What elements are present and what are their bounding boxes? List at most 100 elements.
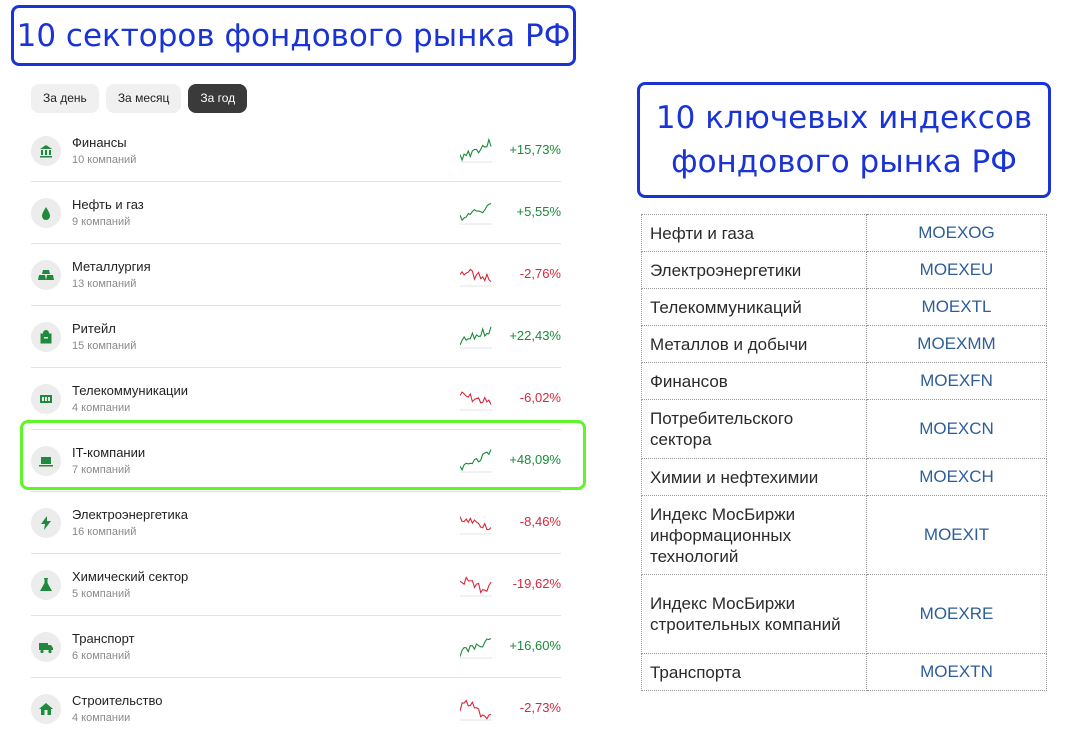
sector-change-percent: -6,02%: [519, 390, 561, 405]
sector-company-count: 10 компаний: [72, 153, 137, 166]
sector-company-count: 7 компаний: [72, 463, 131, 476]
shopping-bag-icon: [40, 329, 52, 343]
sector-icon-wrap: [31, 321, 61, 352]
index-ticker: MOEXOG: [866, 214, 1047, 252]
index-ticker: MOEXFN: [866, 362, 1047, 400]
sector-icon-wrap: [31, 693, 61, 724]
index-row: Телекоммуникаций MOEXTL: [641, 288, 1047, 326]
sector-company-count: 16 компаний: [72, 525, 137, 538]
index-name: Электроэнергетики: [641, 251, 867, 289]
lightning-icon: [41, 515, 51, 530]
index-name: Металлов и добычи: [641, 325, 867, 363]
sector-name: Химический сектор: [72, 568, 189, 584]
indices-title: 10 ключевых индексов фондового рынка РФ: [637, 82, 1051, 198]
sector-row[interactable]: Ритейл 15 компаний +22,43%: [31, 306, 561, 368]
index-row: Нефти и газа MOEXOG: [641, 214, 1047, 252]
sector-icon-wrap: [31, 507, 61, 538]
sector-change-percent: +15,73%: [509, 142, 561, 157]
sector-change-percent: -2,76%: [519, 266, 561, 281]
sector-icon-wrap: [31, 445, 61, 476]
sector-name: Металлургия: [72, 258, 151, 274]
sectors-title: 10 секторов фондового рынка РФ: [11, 5, 576, 66]
sector-row[interactable]: Химический сектор 5 компаний -19,62%: [31, 554, 561, 616]
index-ticker: MOEXMM: [866, 325, 1047, 363]
sector-name: Нефть и газ: [72, 196, 144, 212]
indices-table: Нефти и газа MOEXOG Электроэнергетики MOEXE…: [641, 214, 1047, 691]
index-row: Металлов и добычи MOEXMM: [641, 325, 1047, 363]
sector-change-percent: +5,55%: [516, 204, 561, 219]
index-row: Потребительского сектора MOEXCN: [641, 399, 1047, 459]
sector-change-percent: +22,43%: [509, 328, 561, 343]
sector-name: Транспорт: [72, 630, 135, 646]
sector-row[interactable]: Транспорт 6 компаний +16,60%: [31, 616, 561, 678]
house-icon: [39, 702, 53, 715]
sector-row[interactable]: Металлургия 13 компаний -2,76%: [31, 244, 561, 306]
sector-name: Строительство: [72, 692, 163, 708]
bank-icon: [40, 144, 52, 157]
tab-month[interactable]: За месяц: [105, 84, 182, 113]
index-row: Индекс МосБиржи строительных компаний MOE…: [641, 574, 1047, 654]
index-ticker: MOEXEU: [866, 251, 1047, 289]
sparkline-chart: [460, 391, 492, 411]
sector-change-percent: +16,60%: [509, 638, 561, 653]
sector-company-count: 4 компании: [72, 401, 131, 414]
sector-company-count: 5 компаний: [72, 587, 131, 600]
sector-icon-wrap: [31, 135, 61, 166]
index-name: Индекс МосБиржи информационных технологи…: [641, 495, 867, 575]
sparkline-chart: [460, 137, 492, 163]
sector-row[interactable]: Электроэнергетика 16 компаний -8,46%: [31, 492, 561, 554]
sector-change-percent: -2,73%: [519, 700, 561, 715]
index-name: Телекоммуникаций: [641, 288, 867, 326]
flask-icon: [40, 577, 52, 591]
index-name: Транспорта: [641, 653, 867, 691]
index-ticker: MOEXIT: [866, 495, 1047, 575]
sector-company-count: 9 компаний: [72, 215, 131, 228]
sparkline-chart: [460, 268, 492, 287]
sparkline-chart: [460, 576, 492, 597]
index-ticker: MOEXCH: [866, 458, 1047, 496]
index-name: Нефти и газа: [641, 214, 867, 252]
sector-list: Финансы 10 компаний +15,73% Нефть и газ 9 ко…: [31, 120, 561, 739]
sparkline-chart: [460, 203, 492, 225]
sector-row[interactable]: Финансы 10 компаний +15,73%: [31, 120, 561, 182]
sector-row[interactable]: Нефть и газ 9 компаний +5,55%: [31, 182, 561, 244]
sparkline-chart: [460, 449, 492, 473]
sector-name: Финансы: [72, 134, 127, 150]
sector-icon-wrap: [31, 383, 61, 414]
index-name: Финансов: [641, 362, 867, 400]
sector-change-percent: -8,46%: [519, 514, 561, 529]
sim-card-icon: [40, 394, 52, 403]
sector-icon-wrap: [31, 569, 61, 600]
index-name: Индекс МосБиржи строительных компаний: [641, 574, 867, 654]
index-ticker: MOEXTN: [866, 653, 1047, 691]
index-row: Химии и нефтехимии MOEXCH: [641, 458, 1047, 496]
sector-name: Электроэнергетика: [72, 506, 188, 522]
sector-name: Ритейл: [72, 320, 116, 336]
sector-company-count: 13 компаний: [72, 277, 137, 290]
sparkline-chart: [460, 516, 492, 535]
period-tabs: За день За месяц За год: [31, 84, 248, 113]
laptop-icon: [39, 456, 53, 466]
index-row: Индекс МосБиржи информационных технологи…: [641, 495, 1047, 575]
sparkline-chart: [460, 326, 492, 349]
index-name: Потребительского сектора: [641, 399, 867, 459]
sector-icon-wrap: [31, 197, 61, 228]
sector-name: IT-компании: [72, 444, 146, 460]
sparkline-chart: [460, 699, 492, 721]
index-row: Электроэнергетики MOEXEU: [641, 251, 1047, 289]
tab-year[interactable]: За год: [188, 84, 248, 113]
index-name: Химии и нефтехимии: [641, 458, 867, 496]
sector-row[interactable]: IT-компании 7 компаний +48,09%: [31, 430, 561, 492]
sector-change-percent: -19,62%: [512, 576, 561, 591]
truck-icon: [39, 642, 53, 653]
sector-row[interactable]: Строительство 4 компании -2,73%: [31, 678, 561, 739]
sector-row[interactable]: Телекоммуникации 4 компании -6,02%: [31, 368, 561, 430]
index-ticker: MOEXCN: [866, 399, 1047, 459]
tab-day[interactable]: За день: [31, 84, 99, 113]
sector-company-count: 6 компаний: [72, 649, 131, 662]
sector-icon-wrap: [31, 259, 61, 290]
sector-company-count: 4 компании: [72, 711, 131, 724]
index-ticker: MOEXTL: [866, 288, 1047, 326]
index-row: Транспорта MOEXTN: [641, 653, 1047, 691]
sector-company-count: 15 компаний: [72, 339, 137, 352]
